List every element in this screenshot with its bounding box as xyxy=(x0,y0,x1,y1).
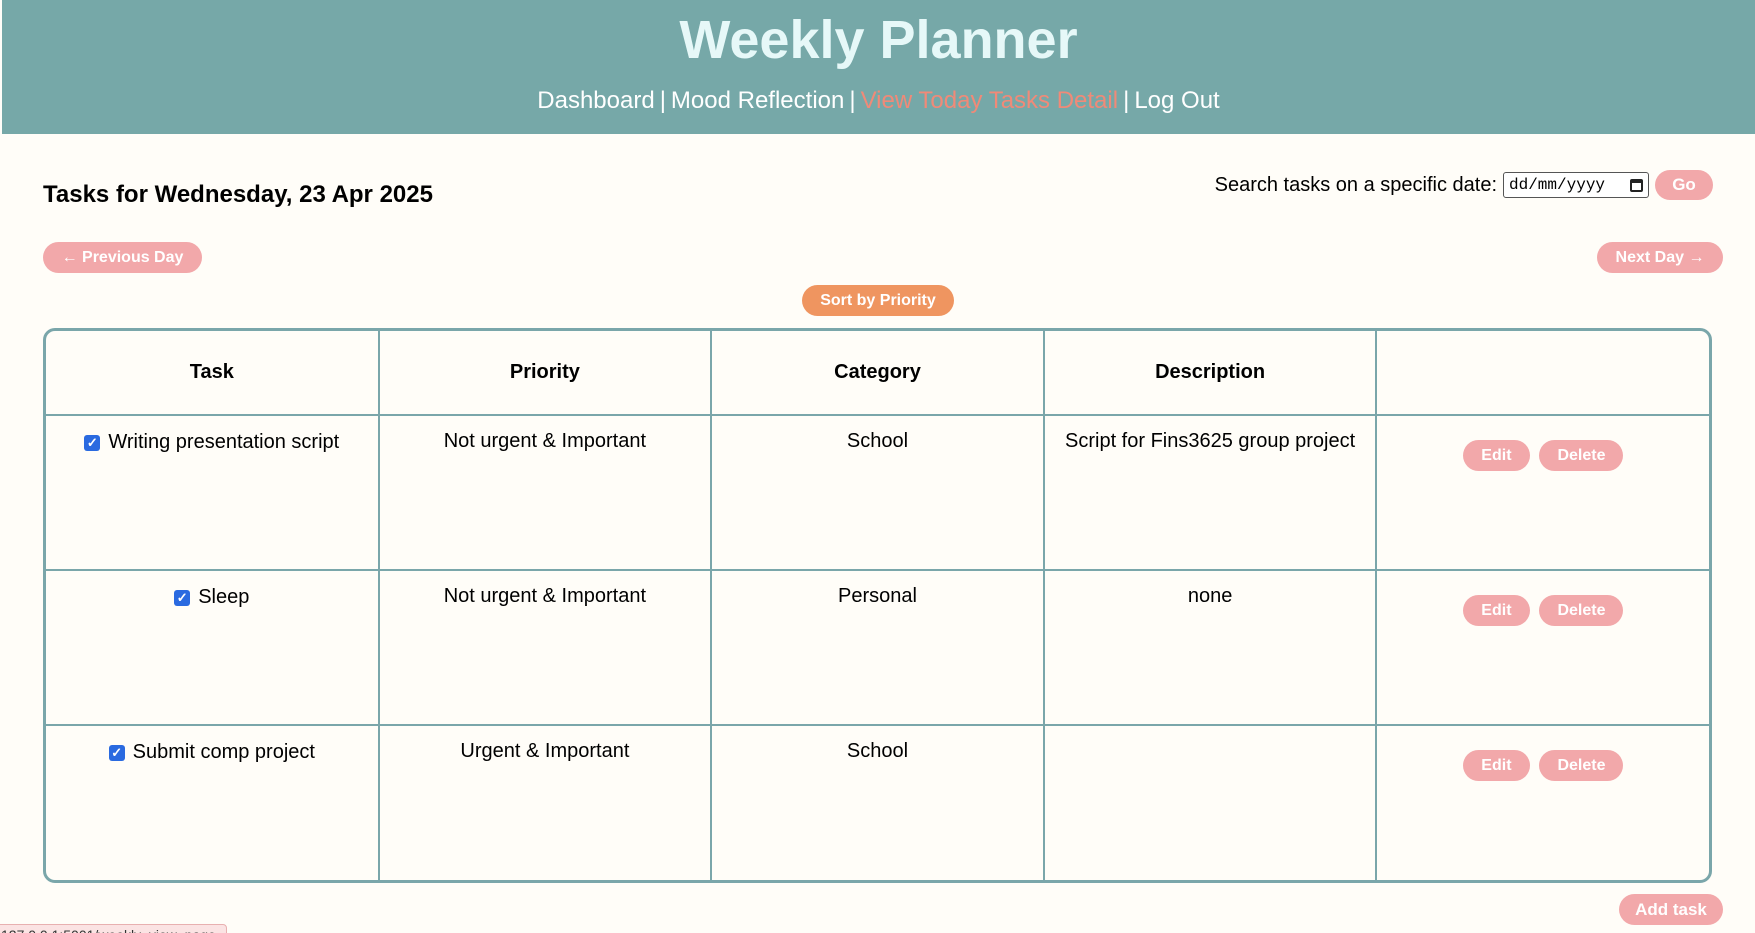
delete-button[interactable]: Delete xyxy=(1539,750,1624,781)
edit-button[interactable]: Edit xyxy=(1462,595,1530,626)
next-day-button[interactable]: Next Day → xyxy=(1597,242,1723,273)
delete-button[interactable]: Delete xyxy=(1539,440,1624,471)
column-header-description: Description xyxy=(1042,331,1378,416)
nav-mood-reflection[interactable]: Mood Reflection xyxy=(670,87,845,114)
table-header-row: Task Priority Category Description xyxy=(46,331,1709,416)
delete-button[interactable]: Delete xyxy=(1539,595,1624,626)
description-cell: Script for Fins3625 group project xyxy=(1042,414,1378,571)
task-done-checkbox[interactable]: ✓ xyxy=(108,744,125,761)
column-header-task: Task xyxy=(46,331,380,416)
priority-cell: Not urgent & Important xyxy=(377,414,713,571)
table-row: ✓ Writing presentation script Not urgent… xyxy=(46,414,1709,571)
table-row: ✓ Submit comp project Urgent & Important… xyxy=(46,724,1709,880)
app-header: Weekly Planner Dashboard | Mood Reflecti… xyxy=(2,0,1755,134)
main-nav: Dashboard | Mood Reflection | View Today… xyxy=(2,86,1755,116)
add-task-button[interactable]: Add task xyxy=(1619,894,1723,925)
nav-view-today-tasks[interactable]: View Today Tasks Detail xyxy=(860,87,1119,114)
tasks-table: Task Priority Category Description ✓ Wri… xyxy=(43,328,1712,883)
priority-cell: Urgent & Important xyxy=(377,724,713,880)
nav-separator: | xyxy=(1123,87,1130,114)
column-header-priority: Priority xyxy=(377,331,713,416)
priority-cell: Not urgent & Important xyxy=(377,569,713,726)
category-cell: School xyxy=(710,724,1045,880)
app-title: Weekly Planner xyxy=(679,10,1078,70)
actions-cell: Edit Delete xyxy=(1375,724,1709,880)
category-cell: Personal xyxy=(710,569,1045,726)
edit-button[interactable]: Edit xyxy=(1462,440,1530,471)
task-name: Submit comp project xyxy=(132,741,315,763)
actions-cell: Edit Delete xyxy=(1375,414,1709,571)
description-cell: none xyxy=(1042,569,1378,726)
nav-separator: | xyxy=(849,87,856,114)
task-name: Sleep xyxy=(198,586,250,608)
search-label: Search tasks on a specific date: xyxy=(1214,173,1497,196)
task-cell: ✓ Submit comp project xyxy=(46,724,380,880)
previous-day-button[interactable]: ← Previous Day xyxy=(43,242,202,273)
date-placeholder: dd/mm/yyyy xyxy=(1509,176,1606,194)
calendar-icon[interactable] xyxy=(1630,178,1643,192)
page-title: Tasks for Wednesday, 23 Apr 2025 xyxy=(43,181,433,208)
task-cell: ✓ Writing presentation script xyxy=(46,414,380,571)
date-input[interactable]: dd/mm/yyyy xyxy=(1503,172,1649,198)
status-bar-url: 127.0.0.1:5001/weekly_view_page xyxy=(0,924,227,933)
sort-by-priority-button[interactable]: Sort by Priority xyxy=(802,285,954,316)
nav-dashboard[interactable]: Dashboard xyxy=(537,87,655,114)
column-header-category: Category xyxy=(710,331,1045,416)
date-search: Search tasks on a specific date: dd/mm/y… xyxy=(1215,170,1713,200)
nav-separator: | xyxy=(659,87,666,114)
go-button[interactable]: Go xyxy=(1655,170,1713,200)
category-cell: School xyxy=(710,414,1045,571)
task-done-checkbox[interactable]: ✓ xyxy=(174,589,191,606)
description-cell xyxy=(1042,724,1378,880)
column-header-actions xyxy=(1375,331,1709,416)
task-cell: ✓ Sleep xyxy=(46,569,380,726)
actions-cell: Edit Delete xyxy=(1375,569,1709,726)
nav-log-out[interactable]: Log Out xyxy=(1134,87,1220,114)
edit-button[interactable]: Edit xyxy=(1462,750,1530,781)
task-name: Writing presentation script xyxy=(108,431,340,453)
task-done-checkbox[interactable]: ✓ xyxy=(84,434,101,451)
table-row: ✓ Sleep Not urgent & Important Personal … xyxy=(46,569,1709,726)
